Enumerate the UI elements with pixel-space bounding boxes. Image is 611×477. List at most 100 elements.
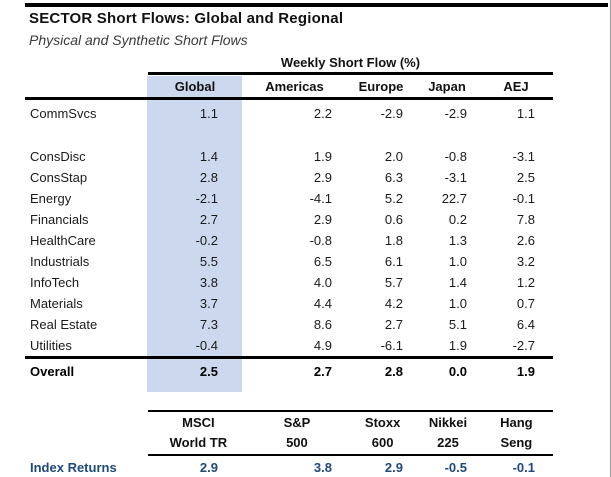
cell-americas: 4.0 [313, 275, 332, 290]
row-label: Financials [30, 212, 89, 227]
row-label: Utilities [30, 338, 72, 353]
row-label: Overall [30, 364, 75, 379]
cell-europe: 2.8 [384, 364, 403, 379]
cell-europe: 5.2 [384, 191, 403, 206]
row-label: ConsDisc [30, 149, 86, 164]
index-divider-bottom [148, 454, 553, 456]
cell-europe: 6.1 [384, 254, 403, 269]
table-caption: Weekly Short Flow (%) [280, 55, 421, 70]
table-row: HealthCare -0.2 -0.8 1.8 1.3 2.6 [25, 230, 553, 251]
cell-aej: -2.7 [512, 338, 535, 353]
cell-japan: 0.0 [448, 364, 467, 379]
index-header-row: MSCI World TR S&P 500 Stoxx 600 Nikkei 2… [25, 413, 553, 453]
cell-americas: 6.5 [313, 254, 332, 269]
cell-europe: 6.3 [384, 170, 403, 185]
index-header-line1: S&P [283, 415, 311, 430]
cell-japan: -0.8 [444, 149, 467, 164]
cell-europe: -2.9 [380, 106, 403, 121]
cell-aej: 7.8 [516, 212, 535, 227]
header-divider [25, 97, 553, 100]
cell-global: 5.5 [199, 254, 218, 269]
index-column-header-msci: MSCI World TR [152, 413, 245, 453]
overall-row: Overall 2.5 2.7 2.8 0.0 1.9 [25, 359, 553, 385]
table-row: Industrials 5.5 6.5 6.1 1.0 3.2 [25, 251, 553, 272]
row-label: ConsStap [30, 170, 88, 185]
cell-global: -0.2 [195, 233, 218, 248]
page-subtitle: Physical and Synthetic Short Flows [29, 32, 248, 48]
row-label: HealthCare [30, 233, 96, 248]
global-column-highlight [147, 76, 242, 392]
column-header-global: Global [174, 79, 216, 94]
index-column-header-sp500: S&P 500 [245, 413, 349, 453]
cell-americas: 4.9 [313, 338, 332, 353]
column-header-row: Global Americas Europe Japan AEJ [148, 76, 553, 97]
column-header-americas: Americas [265, 79, 324, 94]
cell-japan: 1.0 [448, 254, 467, 269]
cell-global: 2.7 [199, 212, 218, 227]
cell-aej: 1.2 [516, 275, 535, 290]
table-row: CommSvcs 1.1 2.2 -2.9 -2.9 1.1 [25, 100, 553, 128]
cell-global: 2.8 [199, 170, 218, 185]
cell-global: 2.5 [199, 364, 218, 379]
cell-americas: -4.1 [309, 191, 332, 206]
row-gap [25, 128, 553, 146]
cell-europe: 0.6 [384, 212, 403, 227]
cell-europe: 1.8 [384, 233, 403, 248]
table-row: Utilities -0.4 4.9 -6.1 1.9 -2.7 [25, 335, 553, 356]
cell-aej: 1.1 [516, 106, 535, 121]
cell-aej: 6.4 [516, 317, 535, 332]
index-column-header-nikkei: Nikkei 225 [416, 413, 479, 453]
cell-japan: 22.7 [441, 191, 467, 206]
index-header-line1: MSCI [182, 415, 215, 430]
cell-aej: 1.9 [516, 364, 535, 379]
cell-aej: -3.1 [512, 149, 535, 164]
table-row: Financials 2.7 2.9 0.6 0.2 7.8 [25, 209, 553, 230]
row-label: Materials [30, 296, 83, 311]
cell-europe: 5.7 [384, 275, 403, 290]
cell-global: -0.4 [195, 338, 218, 353]
table-row: Energy -2.1 -4.1 5.2 22.7 -0.1 [25, 188, 553, 209]
cell-americas: 2.7 [313, 364, 332, 379]
cell-europe: 4.2 [384, 296, 403, 311]
index-header-line1: Nikkei [428, 415, 468, 430]
index-header-line1: Hang [500, 415, 533, 430]
cell-japan: 1.9 [448, 338, 467, 353]
index-value-sp500: 3.8 [313, 460, 332, 475]
column-header-japan: Japan [428, 79, 466, 94]
table-row: Real Estate 7.3 8.6 2.7 5.1 6.4 [25, 314, 553, 335]
cell-global: 7.3 [199, 317, 218, 332]
cell-americas: 8.6 [313, 317, 332, 332]
index-column-header-stoxx: Stoxx 600 [349, 413, 416, 453]
cell-aej: 2.5 [516, 170, 535, 185]
index-header-line1: Stoxx [364, 415, 401, 430]
table-row: InfoTech 3.8 4.0 5.7 1.4 1.2 [25, 272, 553, 293]
cell-aej: 0.7 [516, 296, 535, 311]
overall-divider [25, 356, 553, 359]
index-header-line2: 600 [371, 435, 394, 450]
row-label: InfoTech [30, 275, 80, 290]
row-label: Industrials [30, 254, 90, 269]
cell-japan: 1.4 [448, 275, 467, 290]
index-column-header-hangseng: Hang Seng [480, 413, 553, 453]
index-value-nikkei: -0.5 [444, 460, 467, 475]
row-label: CommSvcs [30, 106, 97, 121]
index-header-line2: World TR [169, 435, 228, 450]
cell-americas: 2.9 [313, 212, 332, 227]
table-row: ConsStap 2.8 2.9 6.3 -3.1 2.5 [25, 167, 553, 188]
sector-table-body: CommSvcs 1.1 2.2 -2.9 -2.9 1.1 ConsDisc … [25, 100, 553, 356]
cell-americas: 1.9 [313, 149, 332, 164]
cell-europe: 2.7 [384, 317, 403, 332]
index-divider-top [148, 410, 553, 412]
cell-americas: 4.4 [313, 296, 332, 311]
cell-global: 1.1 [199, 106, 218, 121]
column-header-aej: AEJ [503, 79, 529, 94]
cell-japan: 5.1 [448, 317, 467, 332]
index-returns-label: Index Returns [30, 460, 117, 475]
cell-aej: 3.2 [516, 254, 535, 269]
cell-global: 3.8 [199, 275, 218, 290]
index-value-stoxx: 2.9 [384, 460, 403, 475]
cell-americas: 2.2 [313, 106, 332, 121]
row-label: Real Estate [30, 317, 98, 332]
cell-americas: -0.8 [309, 233, 332, 248]
